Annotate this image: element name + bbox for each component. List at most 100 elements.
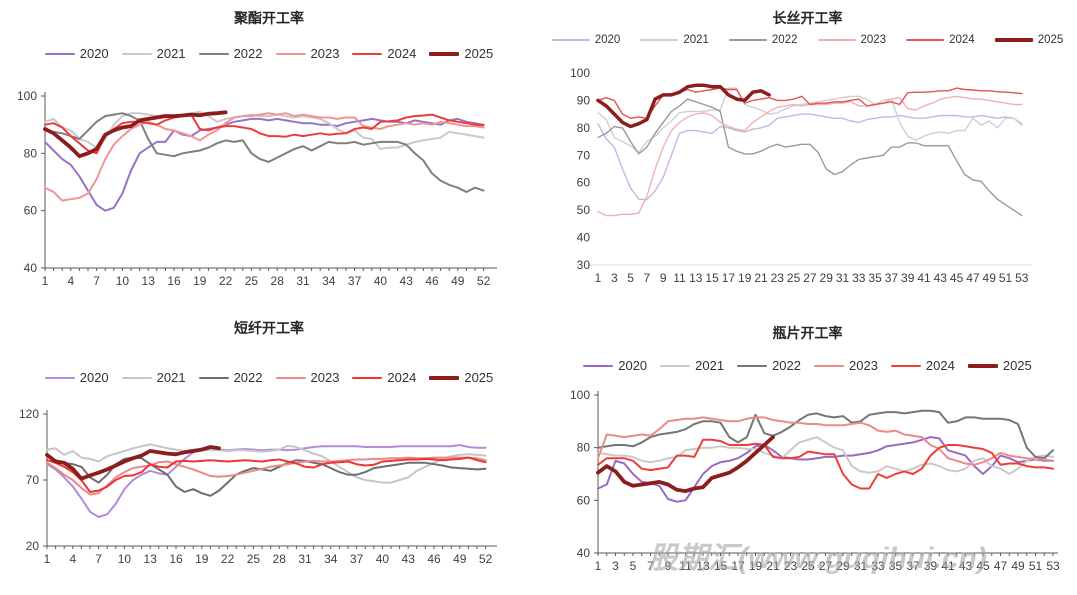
x-tick-label: 43 (934, 271, 948, 285)
x-tick-label: 52 (479, 552, 493, 566)
legend-item-2023: 2023 (814, 358, 878, 373)
legend-year-label: 2024 (387, 370, 417, 385)
series-line-2025 (43, 110, 228, 159)
x-tick-label: 51 (999, 271, 1013, 285)
y-tick-label: 100 (570, 66, 590, 80)
y-tick-label: 20 (26, 539, 40, 553)
x-tick-label: 9 (665, 559, 672, 573)
x-tick-label: 7 (644, 271, 651, 285)
x-tick-label: 41 (941, 559, 955, 573)
x-tick-label: 21 (754, 271, 768, 285)
legend-year-label: 2024 (387, 46, 417, 61)
chart-legend-bottle-chip: 2020 2021 2022 2023 2024 2025 (538, 358, 1077, 373)
x-tick-label: 41 (917, 271, 931, 285)
legend-year-label: 2025 (464, 370, 494, 385)
x-tick-label: 11 (679, 559, 692, 573)
chart-panel-filament: 长丝开工率 2020 2021 2022 2023 2024 2025 30 40 50 60 7… (538, 0, 1077, 300)
x-tick-label: 15 (705, 271, 719, 285)
legend-item-2021: 2021 (640, 34, 709, 46)
legend-year-label: 2022 (771, 34, 798, 46)
chart-legend-polyester: 2020 2021 2022 2023 2024 2025 (0, 46, 538, 61)
chart-panel-staple-fiber: 短纤开工率 2020 2021 2022 2023 2024 2025 20 70 120 1 4… (0, 295, 538, 595)
x-tick-label: 4 (67, 274, 74, 288)
legend-swatch-2020 (583, 364, 614, 367)
y-tick-label: 50 (577, 203, 591, 217)
series-line-2022 (597, 409, 1054, 460)
legend-item-2020: 2020 (44, 46, 109, 61)
y-tick-label: 60 (24, 204, 38, 218)
series-line-2021 (46, 443, 487, 484)
x-tick-label: 28 (271, 274, 285, 288)
legend-item-2020: 2020 (44, 370, 109, 385)
x-tick-label: 15 (714, 559, 728, 573)
legend-item-2023: 2023 (275, 370, 339, 385)
x-tick-label: 51 (1029, 559, 1043, 573)
x-tick-label: 43 (400, 274, 414, 288)
legend-year-label: 2021 (156, 46, 186, 61)
legend-item-2024: 2024 (352, 46, 416, 61)
x-tick-label: 5 (630, 559, 637, 573)
x-tick-label: 7 (95, 552, 102, 566)
y-tick-label: 100 (17, 89, 37, 103)
x-tick-label: 1 (595, 271, 602, 285)
legend-item-2021: 2021 (121, 46, 186, 61)
x-tick-label: 1 (44, 552, 51, 566)
x-tick-label: 53 (1046, 559, 1060, 573)
series-line-2022 (46, 455, 487, 497)
x-tick-label: 35 (889, 559, 903, 573)
legend-year-label: 2025 (1002, 358, 1032, 373)
legend-swatch-2021 (640, 39, 679, 41)
x-tick-label: 16 (167, 274, 181, 288)
legend-swatch-2025 (429, 375, 460, 380)
x-tick-label: 29 (820, 271, 834, 285)
series-line-2020 (597, 113, 1023, 201)
legend-year-label: 2020 (79, 46, 109, 61)
series-line-2022 (597, 98, 1023, 217)
x-tick-label: 25 (801, 559, 815, 573)
series-line-2023 (597, 416, 1054, 466)
legend-item-2025: 2025 (429, 46, 493, 61)
series-line-2023 (46, 456, 487, 496)
x-tick-label: 13 (689, 271, 703, 285)
legend-swatch-2023 (275, 376, 306, 379)
x-tick-label: 33 (852, 271, 866, 285)
x-tick-label: 40 (374, 274, 388, 288)
x-tick-label: 27 (819, 559, 833, 573)
x-tick-label: 46 (427, 552, 441, 566)
y-tick-label: 60 (577, 493, 591, 507)
series-line-2020 (44, 117, 485, 212)
legend-swatch-2021 (121, 52, 152, 55)
x-tick-label: 46 (425, 274, 439, 288)
chart-plot-staple-fiber: 20 70 120 1 4 7 10 13 16 19 22 25 28 31 34 37 40 43 46 49 52 (19, 407, 497, 566)
legend-year-label: 2023 (849, 358, 878, 373)
legend-swatch-2022 (198, 52, 229, 55)
legend-swatch-2022 (198, 376, 229, 379)
legend-year-label: 2024 (925, 358, 955, 373)
legend-swatch-2024 (890, 364, 921, 367)
x-tick-label: 25 (245, 274, 259, 288)
x-tick-label: 40 (376, 552, 390, 566)
y-tick-label: 100 (570, 388, 590, 402)
legend-swatch-2020 (44, 376, 75, 379)
legend-year-label: 2025 (1037, 34, 1064, 46)
legend-swatch-2025 (967, 363, 998, 368)
x-tick-label: 11 (673, 271, 686, 285)
x-tick-label: 16 (169, 552, 183, 566)
x-tick-label: 10 (116, 274, 130, 288)
x-tick-label: 45 (950, 271, 964, 285)
x-tick-label: 49 (983, 271, 997, 285)
legend-item-2024: 2024 (906, 34, 975, 46)
y-tick-label: 30 (577, 258, 591, 272)
x-tick-label: 37 (348, 274, 362, 288)
series-line-2021 (597, 436, 1054, 475)
chart-title-bottle-chip: 瓶片开工率 (772, 325, 843, 341)
series-line-2025 (45, 445, 221, 481)
series-line-2021 (44, 110, 485, 150)
legend-item-2022: 2022 (728, 34, 798, 46)
legend-item-2025: 2025 (967, 358, 1032, 373)
series-line-2020 (597, 436, 1054, 503)
legend-year-label: 2022 (233, 370, 263, 385)
legend-item-2020: 2020 (551, 34, 620, 46)
